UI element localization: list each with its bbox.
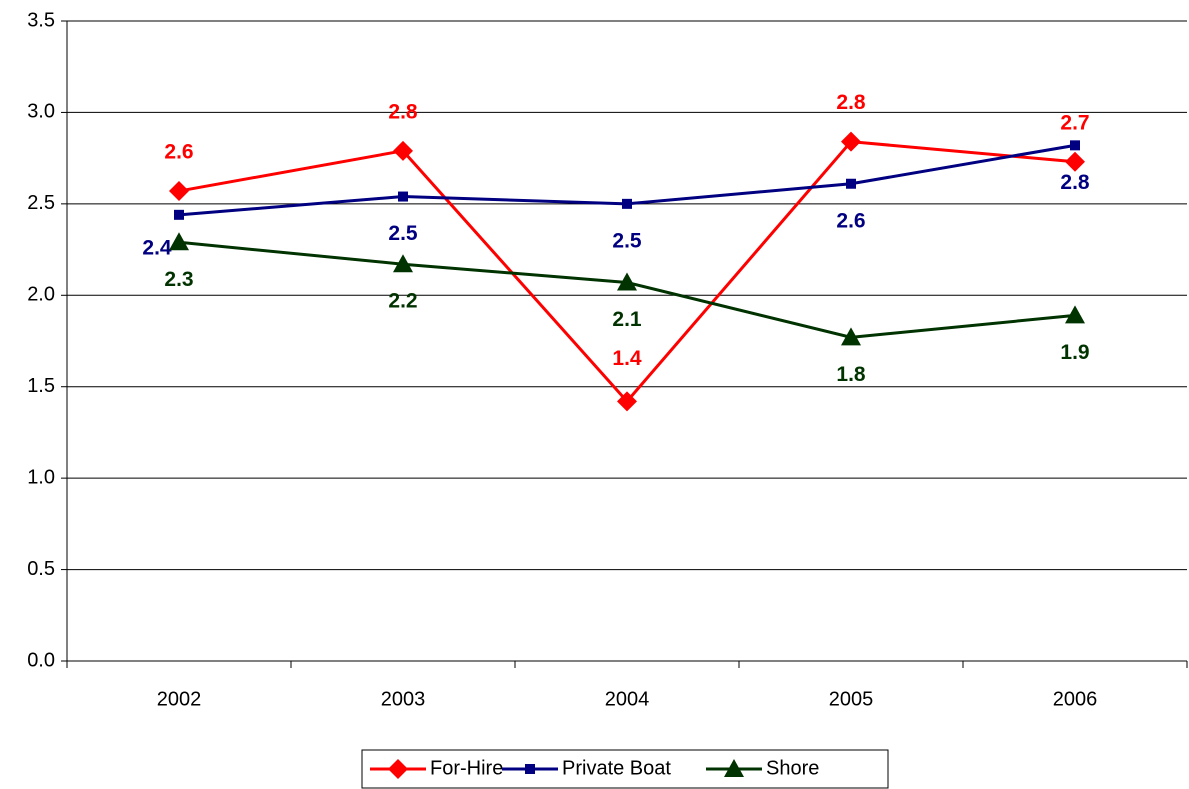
data-label: 2.6 [164,141,193,164]
marker [724,759,744,777]
y-tick-label: 2.5 [27,192,55,214]
marker [525,764,535,774]
marker [617,272,637,291]
marker [174,209,184,220]
data-label: 2.5 [612,229,642,252]
x-tick-label: 2006 [1053,688,1098,710]
marker [622,198,632,209]
legend-label: Private Boat [562,757,671,779]
marker [169,232,189,251]
x-tick-label: 2005 [829,688,874,710]
y-tick-label: 1.5 [27,375,55,397]
marker [1070,140,1080,151]
data-label: 2.5 [388,222,418,245]
legend-label: For-Hire [430,757,503,779]
marker [398,191,408,202]
y-tick-label: 1.0 [27,466,55,488]
legend-box [361,749,889,789]
legend-label: Shore [766,757,819,779]
marker [1065,151,1085,172]
y-tick-label: 0.5 [27,558,55,580]
marker [169,181,189,202]
marker [841,327,861,346]
data-label: 2.4 [142,236,172,259]
data-label: 2.6 [836,209,865,232]
marker [393,254,413,273]
legend: For-Hire Private Boat Shore [361,749,889,789]
marker [846,178,856,189]
data-label: 2.8 [836,91,866,114]
marker [841,131,861,152]
data-label: 1.8 [836,363,866,386]
marker [393,140,413,161]
data-label: 2.8 [388,100,418,123]
data-label: 2.2 [388,290,417,313]
y-tick-label: 3.0 [27,101,55,123]
data-label: 2.1 [612,308,642,331]
y-tick-label: 0.0 [27,649,55,671]
data-label: 2.3 [164,268,193,291]
data-label: 2.8 [1060,171,1090,194]
data-label: 2.7 [1060,111,1089,134]
marker [617,391,637,412]
x-tick-label: 2004 [605,688,650,710]
x-tick-label: 2002 [157,688,202,710]
y-tick-label: 3.5 [27,9,55,31]
marker [1065,305,1085,324]
y-tick-label: 2.0 [27,284,55,306]
x-tick-label: 2003 [381,688,426,710]
data-label: 1.9 [1060,341,1089,364]
data-label: 1.4 [612,347,642,370]
marker [388,759,408,779]
